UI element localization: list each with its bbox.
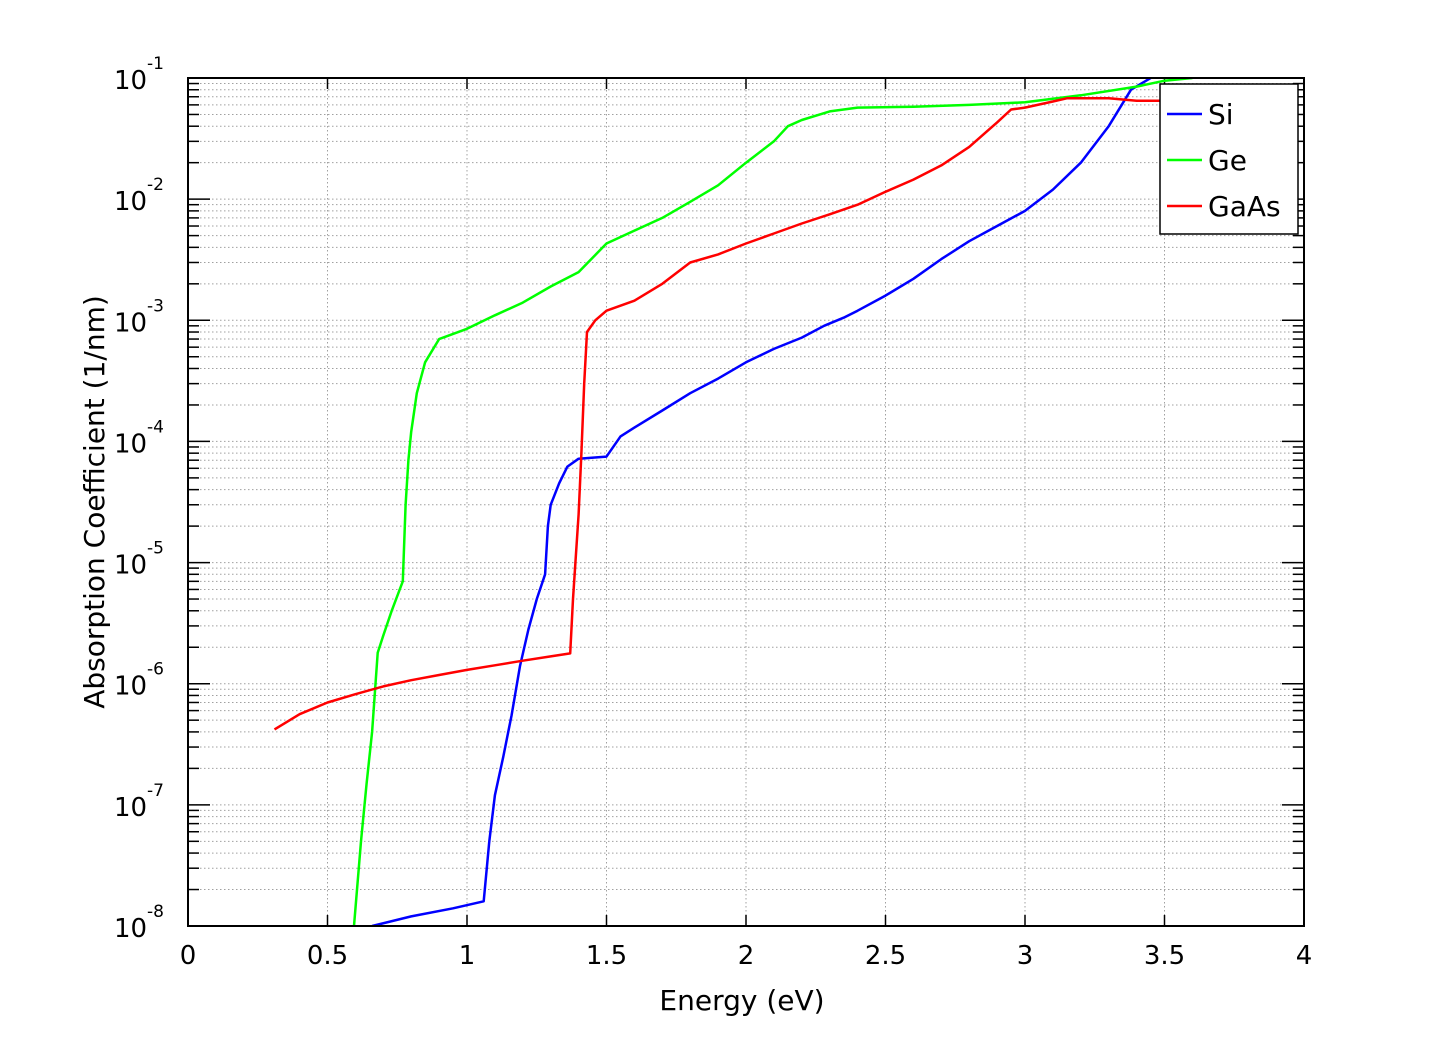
series-line-gaas — [273, 97, 1193, 731]
x-tick-label: 1.5 — [586, 941, 627, 971]
series-line-ge — [352, 78, 1193, 926]
y-tick-label: 10-7 — [114, 781, 164, 823]
y-tick-label: 10-5 — [114, 539, 164, 581]
x-tick-label: 4 — [1296, 941, 1313, 971]
data-series — [273, 78, 1193, 926]
y-axis-title: Absorption Coefficient (1/nm) — [78, 295, 111, 709]
legend-label-si: Si — [1208, 98, 1234, 131]
y-tick-label: 10-3 — [114, 296, 164, 338]
x-tick-label: 3.5 — [1144, 941, 1185, 971]
legend-label-ge: Ge — [1208, 144, 1247, 177]
legend-label-gaas: GaAs — [1208, 190, 1281, 223]
x-tick-label: 1 — [459, 941, 476, 971]
y-tick-label: 10-6 — [114, 660, 164, 702]
y-tick-label: 10-8 — [114, 902, 164, 944]
x-tick-label: 2.5 — [865, 941, 906, 971]
y-tick-labels: 10-8 10-7 10-6 10-5 10-4 10-3 10-2 10-1 — [114, 54, 164, 944]
y-tick-label: 10-1 — [114, 54, 164, 96]
x-tick-label: 0 — [180, 941, 197, 971]
legend: Si Ge GaAs — [1159, 83, 1299, 235]
y-tick-label: 10-4 — [114, 417, 164, 459]
x-axis-title: Energy (eV) — [659, 984, 824, 1017]
series-line-si — [371, 78, 1152, 926]
x-tick-label: 0.5 — [307, 941, 348, 971]
plot-frame — [187, 77, 1305, 927]
y-tick-label: 10-2 — [114, 175, 164, 217]
x-tick-labels: 0 0.5 1 1.5 2 2.5 3 3.5 4 — [180, 941, 1313, 971]
x-tick-label: 3 — [1017, 941, 1034, 971]
x-tick-label: 2 — [738, 941, 755, 971]
grid-lines — [188, 78, 1304, 926]
